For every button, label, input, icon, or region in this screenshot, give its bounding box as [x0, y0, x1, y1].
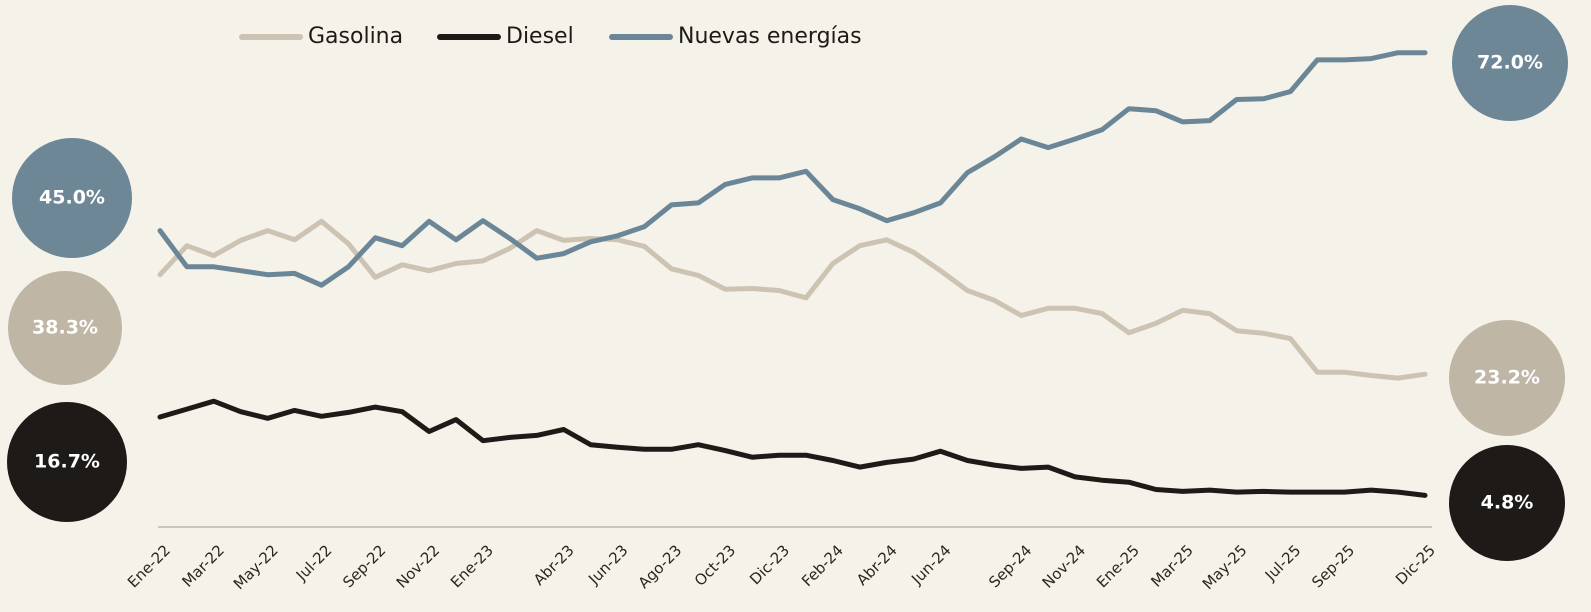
value-label: 4.8%: [1481, 492, 1534, 514]
x-tick-label: May-25: [1199, 541, 1251, 593]
x-tick-label: Ene-25: [1093, 541, 1143, 591]
series-line: [157, 50, 1428, 288]
x-tick-label: Nov-24: [1039, 541, 1089, 591]
x-tick-label: Mar-25: [1147, 541, 1196, 590]
x-tick-label: Sep-22: [339, 541, 389, 591]
x-tick-label: Sep-25: [1308, 541, 1358, 591]
value-label: 16.7%: [34, 451, 100, 473]
x-tick-label: Abr-23: [530, 541, 578, 589]
legend-label: Diesel: [506, 24, 574, 49]
x-tick-label: Jun-24: [907, 541, 954, 588]
x-tick-label: Ago-23: [635, 541, 686, 592]
legend-label: Nuevas energías: [678, 24, 862, 49]
value-bubble: [8, 271, 122, 385]
x-tick-label: Oct-23: [691, 541, 739, 589]
value-bubble: [7, 402, 127, 522]
x-tick-label: Dic-23: [746, 541, 793, 588]
x-tick-label: Dic-25: [1392, 541, 1439, 588]
x-tick-label: Mar-22: [178, 541, 227, 590]
x-tick-label: Abr-24: [853, 541, 901, 589]
value-bubble: [1449, 320, 1565, 436]
value-bubble: [12, 138, 132, 258]
series-line: [157, 218, 1428, 381]
value-bubble: [1449, 445, 1565, 561]
x-tick-label: Jul-22: [292, 541, 336, 585]
series-line: [157, 398, 1428, 498]
x-tick-label: Feb-24: [798, 541, 847, 590]
x-tick-label: Sep-24: [985, 541, 1035, 591]
value-label: 23.2%: [1474, 367, 1540, 389]
x-tick-label: Jun-23: [584, 541, 631, 588]
value-label: 72.0%: [1477, 52, 1543, 74]
x-tick-label: Ene-22: [124, 541, 174, 591]
x-tick-label: Nov-22: [393, 541, 443, 591]
x-tick-label: May-22: [230, 541, 282, 593]
value-bubble: [1452, 5, 1568, 121]
legend-label: Gasolina: [308, 24, 403, 49]
x-tick-label: Ene-23: [447, 541, 497, 591]
value-label: 45.0%: [39, 187, 105, 209]
x-tick-label: Jul-25: [1261, 541, 1305, 585]
value-label: 38.3%: [32, 317, 98, 339]
